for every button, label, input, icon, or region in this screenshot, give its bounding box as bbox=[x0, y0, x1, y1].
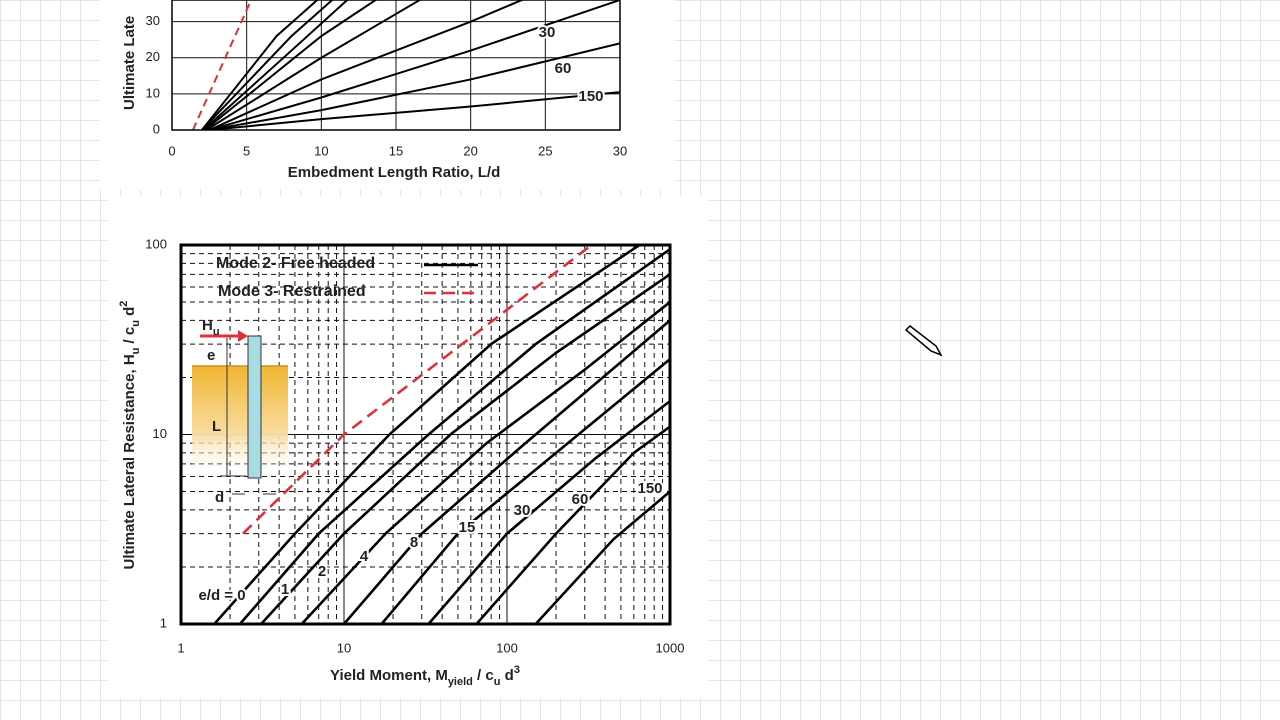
label-part: 2 bbox=[118, 301, 130, 307]
inset-label: Hu bbox=[202, 317, 220, 338]
curve bbox=[427, 400, 670, 624]
curve bbox=[260, 273, 670, 624]
label-part: u bbox=[213, 326, 220, 338]
curve-label: 60 bbox=[555, 60, 572, 77]
inset-label: L bbox=[212, 418, 221, 435]
y-tick-label: 10 bbox=[153, 426, 167, 441]
label-part: u bbox=[130, 320, 142, 327]
curve bbox=[201, 0, 319, 130]
x-tick-label: 10 bbox=[314, 143, 328, 158]
x-axis-label: Yield Moment, Myield / cu d3 bbox=[330, 664, 520, 688]
top-panel bbox=[100, 0, 675, 190]
x-tick-label: 30 bbox=[613, 143, 627, 158]
x-tick-label: 10 bbox=[337, 640, 351, 655]
curve bbox=[209, 91, 620, 130]
curve bbox=[202, 0, 349, 130]
y-axis-label: Ultimate Late bbox=[121, 16, 138, 110]
dashed-curve bbox=[242, 245, 593, 535]
curve bbox=[343, 319, 670, 624]
label-part: H bbox=[202, 317, 213, 334]
curve bbox=[208, 0, 525, 130]
x-axis-label: Embedment Length Ratio, L/d bbox=[288, 164, 501, 181]
label-part: u bbox=[494, 676, 501, 688]
curve bbox=[300, 301, 670, 624]
x-tick-label: 100 bbox=[496, 640, 518, 655]
label-part: d bbox=[121, 307, 138, 320]
inset-label: e bbox=[207, 347, 215, 364]
y-axis-label: Ultimate Lateral Resistance, Hu / cu d2 bbox=[118, 301, 142, 570]
soil bbox=[192, 366, 288, 478]
curve-label: 2 bbox=[318, 563, 326, 580]
y-tick-label: 0 bbox=[153, 121, 160, 136]
y-tick-label: 1 bbox=[160, 615, 167, 630]
curve-label: e/d = 0 bbox=[198, 587, 245, 604]
curve-label: 150 bbox=[637, 480, 662, 497]
arrow-head bbox=[238, 330, 248, 342]
label-part: yield bbox=[448, 676, 473, 688]
label-part: d bbox=[500, 667, 513, 684]
legend-label: Mode 2- Free headed bbox=[216, 255, 375, 272]
plots: 0 5 10 15 20 25 30 0 10 20 30 30 60 150 1 10 100 1000 1 10 1… bbox=[145, 0, 684, 655]
plot-frame bbox=[171, 0, 621, 131]
label-part: u bbox=[130, 348, 142, 355]
plot-frame bbox=[179, 243, 672, 626]
inset-label: d bbox=[215, 489, 224, 506]
x-tick-label: 25 bbox=[538, 143, 552, 158]
plot-area bbox=[181, 245, 670, 624]
x-tick-label: 5 bbox=[243, 143, 250, 158]
x-tick-label: 15 bbox=[389, 143, 403, 158]
curve-label: 1 bbox=[281, 581, 289, 598]
curve bbox=[238, 248, 670, 624]
curve-label: 60 bbox=[572, 491, 589, 508]
x-tick-label: 1000 bbox=[656, 640, 685, 655]
curve-label: 4 bbox=[360, 548, 369, 565]
legend-label: Mode 3- Restrained bbox=[218, 283, 366, 300]
label-part: / c bbox=[121, 327, 138, 348]
curve bbox=[209, 42, 620, 130]
curve bbox=[475, 425, 670, 624]
pile bbox=[247, 335, 262, 479]
curve-label: 150 bbox=[578, 88, 603, 105]
curve bbox=[205, 0, 422, 130]
x-tick-label: 1 bbox=[177, 640, 184, 655]
label-part: Yield Moment, M bbox=[330, 667, 448, 684]
curve-label: 30 bbox=[514, 502, 531, 519]
pile-diagram: Hu e L d bbox=[192, 317, 288, 506]
curve bbox=[534, 490, 670, 624]
pen-cursor bbox=[904, 325, 943, 357]
curve bbox=[209, 0, 620, 130]
label-part: Ultimate Lateral Resistance, H bbox=[121, 354, 138, 569]
plot-area bbox=[172, 0, 620, 130]
curve bbox=[380, 358, 670, 624]
curve bbox=[213, 245, 641, 624]
label-part: 3 bbox=[514, 664, 520, 676]
curve-label: 30 bbox=[539, 24, 556, 41]
y-tick-label: 100 bbox=[145, 236, 167, 251]
x-tick-label: 0 bbox=[168, 143, 175, 158]
label-part: / c bbox=[473, 667, 494, 684]
x-tick-label: 20 bbox=[463, 143, 477, 158]
curve-label: 8 bbox=[410, 534, 418, 551]
y-tick-label: 20 bbox=[146, 49, 160, 64]
curve bbox=[201, 0, 334, 130]
dashed-curve bbox=[191, 0, 253, 130]
y-tick-label: 30 bbox=[146, 13, 160, 28]
curve bbox=[204, 0, 378, 130]
y-tick-label: 10 bbox=[146, 85, 160, 100]
curve-label: 15 bbox=[459, 519, 476, 536]
